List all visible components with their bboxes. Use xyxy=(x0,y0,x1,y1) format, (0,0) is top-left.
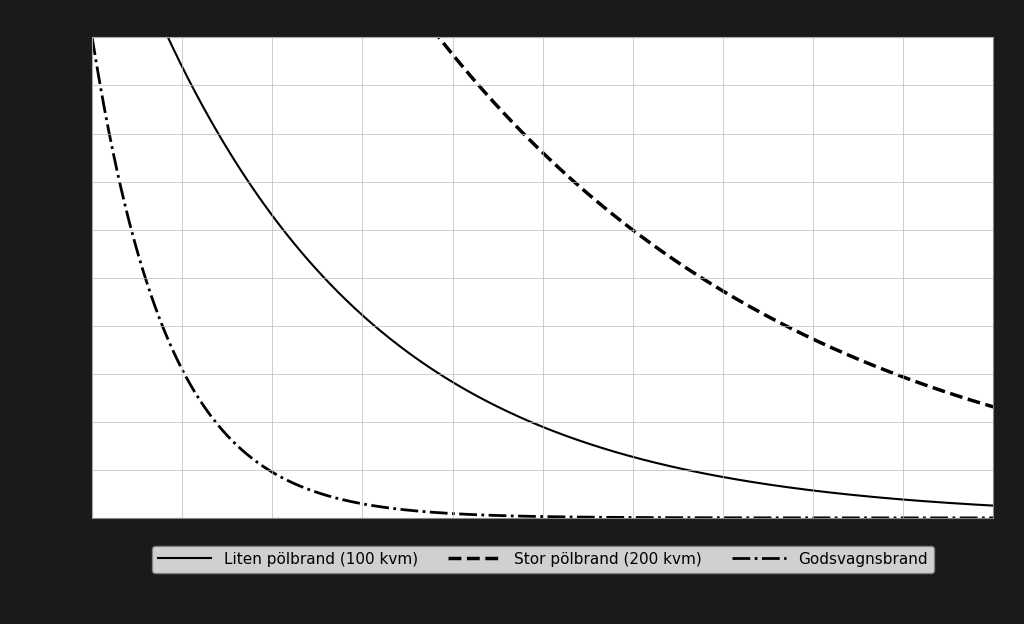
Stor pölbrand (200 kvm) xyxy=(627,226,639,233)
Godsvagnsbrand xyxy=(987,514,999,522)
Liten pölbrand (100 kvm) xyxy=(430,368,442,376)
Liten pölbrand (100 kvm) xyxy=(627,453,639,461)
Stor pölbrand (200 kvm) xyxy=(987,403,999,411)
Line: Stor pölbrand (200 kvm): Stor pölbrand (200 kvm) xyxy=(92,0,993,407)
Liten pölbrand (100 kvm) xyxy=(250,189,262,197)
Stor pölbrand (200 kvm) xyxy=(430,31,442,38)
Godsvagnsbrand xyxy=(86,34,98,41)
Godsvagnsbrand xyxy=(827,514,840,522)
Stor pölbrand (200 kvm) xyxy=(759,311,771,318)
Godsvagnsbrand xyxy=(250,457,262,465)
Line: Godsvagnsbrand: Godsvagnsbrand xyxy=(92,37,993,518)
Godsvagnsbrand xyxy=(627,514,639,521)
Godsvagnsbrand xyxy=(672,514,684,522)
Legend: Liten pölbrand (100 kvm), Stor pölbrand (200 kvm), Godsvagnsbrand: Liten pölbrand (100 kvm), Stor pölbrand … xyxy=(152,545,934,573)
Godsvagnsbrand xyxy=(430,509,442,516)
Liten pölbrand (100 kvm) xyxy=(827,489,840,497)
Stor pölbrand (200 kvm) xyxy=(827,344,840,352)
Godsvagnsbrand xyxy=(759,514,771,522)
Stor pölbrand (200 kvm) xyxy=(672,259,684,266)
Liten pölbrand (100 kvm) xyxy=(672,464,684,472)
Liten pölbrand (100 kvm) xyxy=(987,502,999,509)
Liten pölbrand (100 kvm) xyxy=(759,480,771,487)
Line: Liten pölbrand (100 kvm): Liten pölbrand (100 kvm) xyxy=(92,0,993,505)
